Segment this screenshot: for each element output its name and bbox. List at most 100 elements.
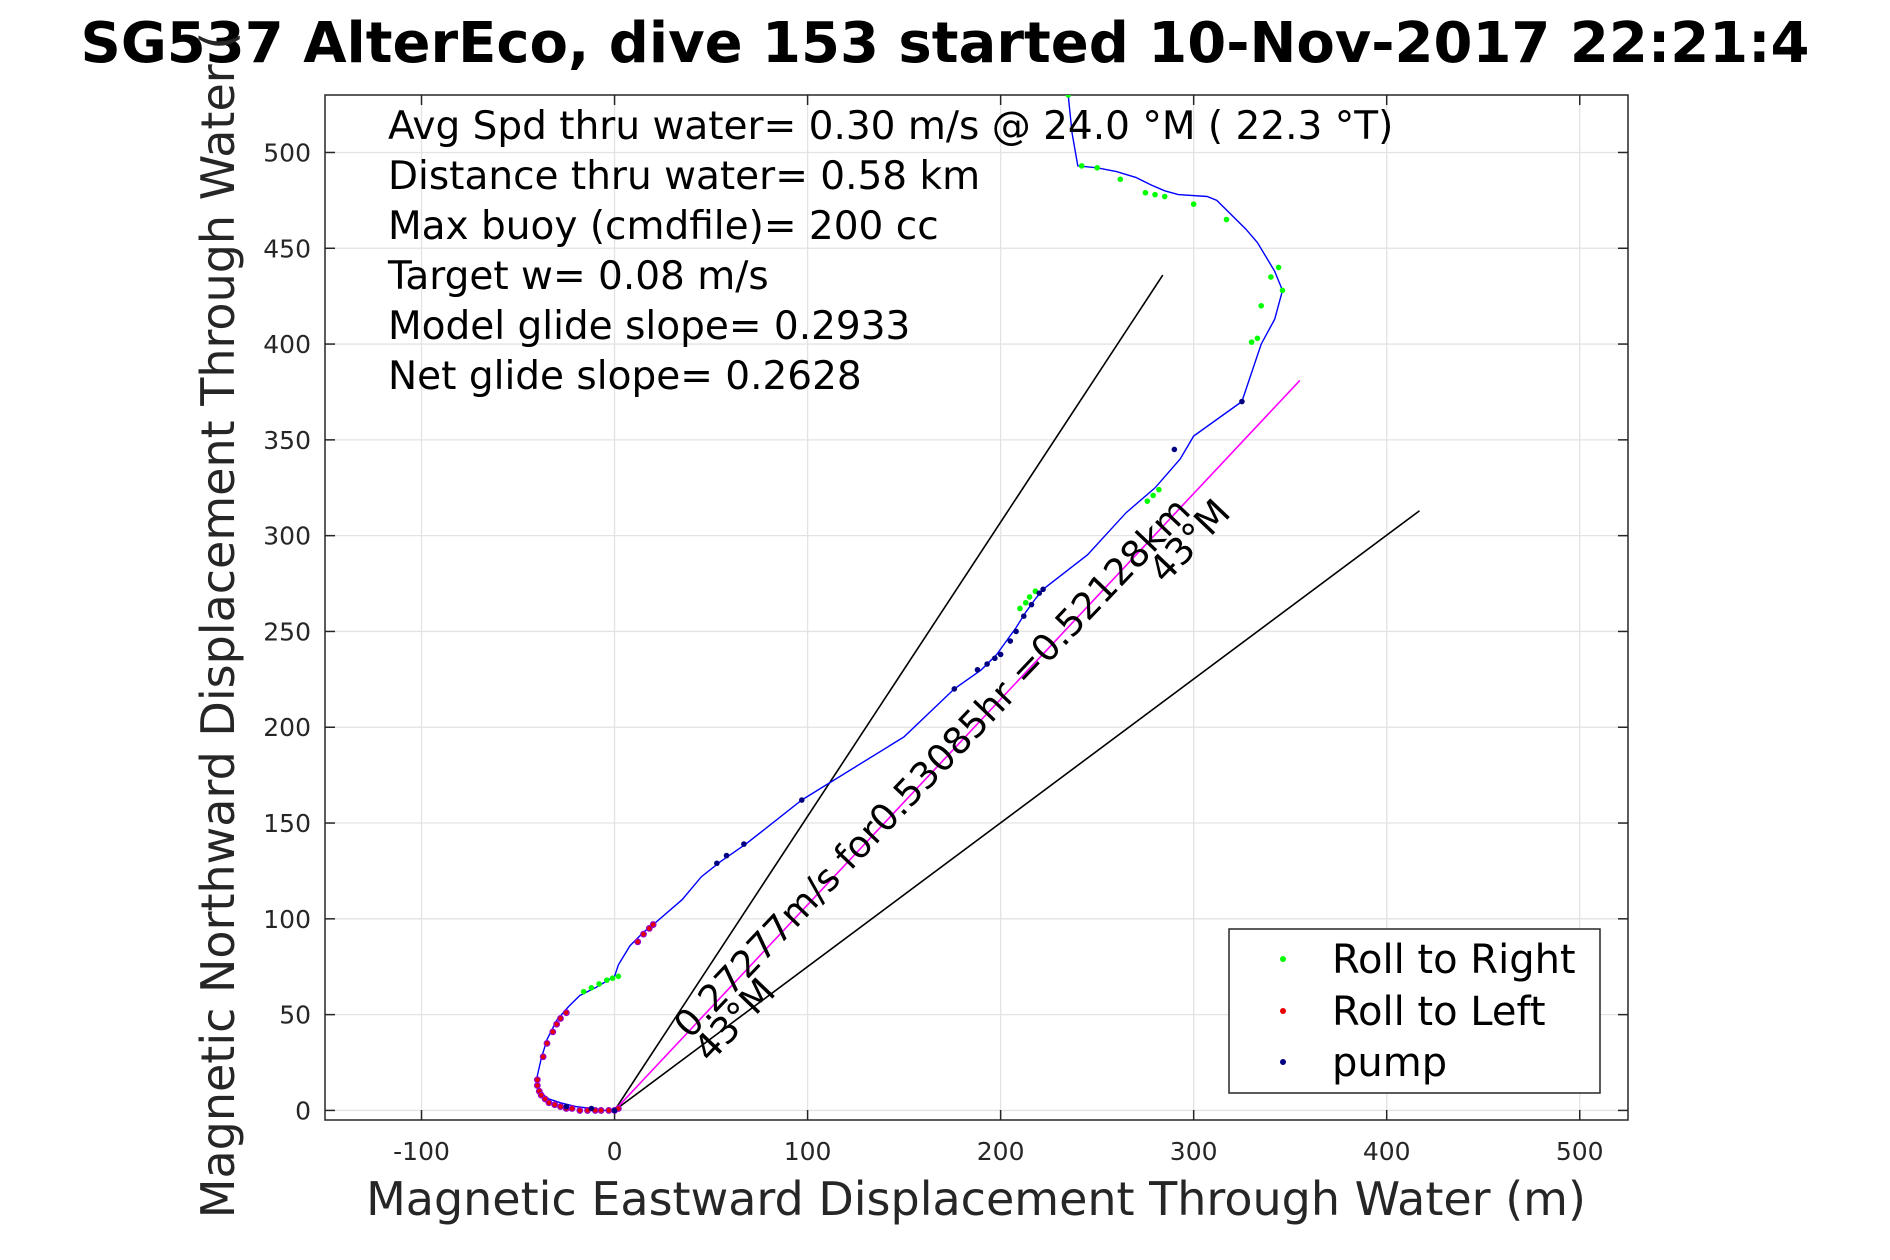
point-series-1	[568, 1105, 576, 1112]
point-series-0	[596, 981, 602, 987]
point-series-2	[974, 666, 981, 673]
point-series-1	[533, 1076, 541, 1084]
point-series-0	[1017, 605, 1023, 612]
point-series-2	[563, 1103, 570, 1110]
point-series-0	[1022, 599, 1029, 606]
point-series-2	[1171, 446, 1178, 453]
reference-line-1	[614, 510, 1420, 1112]
plot-frame	[324, 94, 1629, 1121]
point-series-2	[1028, 601, 1035, 608]
point-series-2	[992, 655, 998, 662]
point-series-0	[580, 988, 587, 995]
point-series-0	[588, 985, 595, 991]
x-tick-label: 500	[1556, 1137, 1604, 1166]
point-series-0	[609, 975, 616, 982]
y-tick-label: 150	[263, 809, 311, 838]
point-series-1	[576, 1107, 584, 1114]
point-series-2	[1007, 638, 1014, 644]
point-series-1	[543, 1039, 551, 1047]
legend-label-pump: pump	[1332, 1040, 1447, 1086]
y-tick-label: 300	[263, 522, 311, 551]
point-series-0	[1268, 274, 1274, 280]
point-series-0	[1142, 189, 1149, 196]
point-series-1	[545, 1099, 553, 1107]
chart-title: SG537 AlterEco, dive 153 started 10-Nov-…	[81, 11, 1810, 76]
info-max-buoy: Max buoy (cmdfile)= 200 cc	[388, 204, 939, 249]
point-series-0	[1223, 216, 1230, 223]
point-series-2	[723, 852, 730, 859]
point-series-0	[1190, 201, 1197, 208]
point-series-0	[1258, 302, 1265, 309]
x-tick-label: 100	[784, 1137, 832, 1166]
y-tick-label: 350	[263, 426, 311, 455]
legend-marker-roll-left	[1280, 1008, 1286, 1014]
point-series-0	[1161, 193, 1168, 200]
point-series-0	[1152, 191, 1158, 198]
point-series-1	[557, 1015, 564, 1022]
point-series-2	[1013, 628, 1019, 635]
point-series-2	[951, 686, 958, 692]
x-tick-label: 400	[1363, 1137, 1411, 1166]
point-series-1	[557, 1103, 564, 1110]
point-series-2	[799, 797, 805, 803]
point-series-0	[1094, 165, 1100, 171]
point-series-1	[539, 1053, 547, 1061]
x-tick-label: 0	[607, 1137, 623, 1166]
y-tick-label: 400	[263, 330, 311, 359]
point-series-2	[1036, 590, 1043, 596]
x-axis-label: Magnetic Eastward Displacement Through W…	[366, 1172, 1586, 1226]
point-series-0	[615, 973, 622, 980]
x-tick-label: -100	[393, 1137, 450, 1166]
y-tick-label: 200	[263, 713, 311, 742]
point-series-0	[1279, 287, 1286, 294]
y-tick-label: 250	[263, 617, 311, 646]
point-series-2	[741, 841, 747, 847]
point-series-0	[1144, 498, 1151, 504]
scatter-points	[533, 95, 1286, 1114]
point-series-1	[562, 1009, 570, 1017]
x-tick-label: 300	[1170, 1137, 1218, 1166]
point-series-0	[1117, 176, 1124, 183]
point-series-2	[611, 1107, 618, 1114]
point-series-0	[1150, 492, 1156, 499]
point-series-1	[640, 930, 647, 938]
point-series-2	[714, 860, 720, 867]
point-series-1	[551, 1101, 559, 1109]
info-model-glide-slope: Model glide slope= 0.2933	[388, 304, 910, 349]
point-series-1	[597, 1107, 605, 1114]
point-series-1	[549, 1028, 557, 1036]
point-series-1	[537, 1091, 545, 1099]
point-series-2	[1040, 586, 1046, 593]
legend: Roll to Right Roll to Left pump	[1228, 928, 1601, 1094]
y-tick-label: 50	[279, 1001, 311, 1030]
grid-lines	[325, 95, 1628, 1120]
reference-line-2	[613, 379, 1301, 1111]
point-series-1	[533, 1082, 541, 1089]
point-series-0	[1026, 594, 1033, 600]
point-series-0	[1254, 335, 1261, 342]
y-tick-label: 100	[263, 905, 311, 934]
info-avg-speed: Avg Spd thru water= 0.30 m/s @ 24.0 °M (…	[388, 104, 1393, 149]
y-tick-label: 0	[295, 1096, 311, 1125]
y-tick-label: 450	[263, 234, 311, 263]
point-series-1	[553, 1020, 561, 1028]
point-series-1	[541, 1095, 549, 1103]
point-series-2	[588, 1105, 595, 1112]
info-net-glide-slope: Net glide slope= 0.2628	[388, 354, 862, 399]
point-series-1	[605, 1107, 613, 1114]
y-tick-label: 500	[263, 138, 311, 167]
point-series-2	[997, 651, 1004, 658]
axis-ticks: -100 0 100 200 300 400 500 0 50 100 150 200 250 300 35…	[263, 95, 1628, 1166]
point-series-0	[1078, 163, 1085, 169]
legend-label-roll-right: Roll to Right	[1332, 937, 1576, 983]
point-series-0	[1248, 339, 1255, 345]
legend-marker-pump	[1280, 1059, 1286, 1065]
point-series-2	[1239, 398, 1245, 405]
legend-marker-roll-right	[1280, 956, 1286, 962]
point-series-2	[1020, 613, 1027, 619]
reference-line-0	[613, 274, 1164, 1111]
point-series-2	[984, 661, 990, 667]
point-series-1	[649, 921, 657, 928]
info-text-block: Avg Spd thru water= 0.30 m/s @ 24.0 °M (…	[387, 104, 1393, 399]
